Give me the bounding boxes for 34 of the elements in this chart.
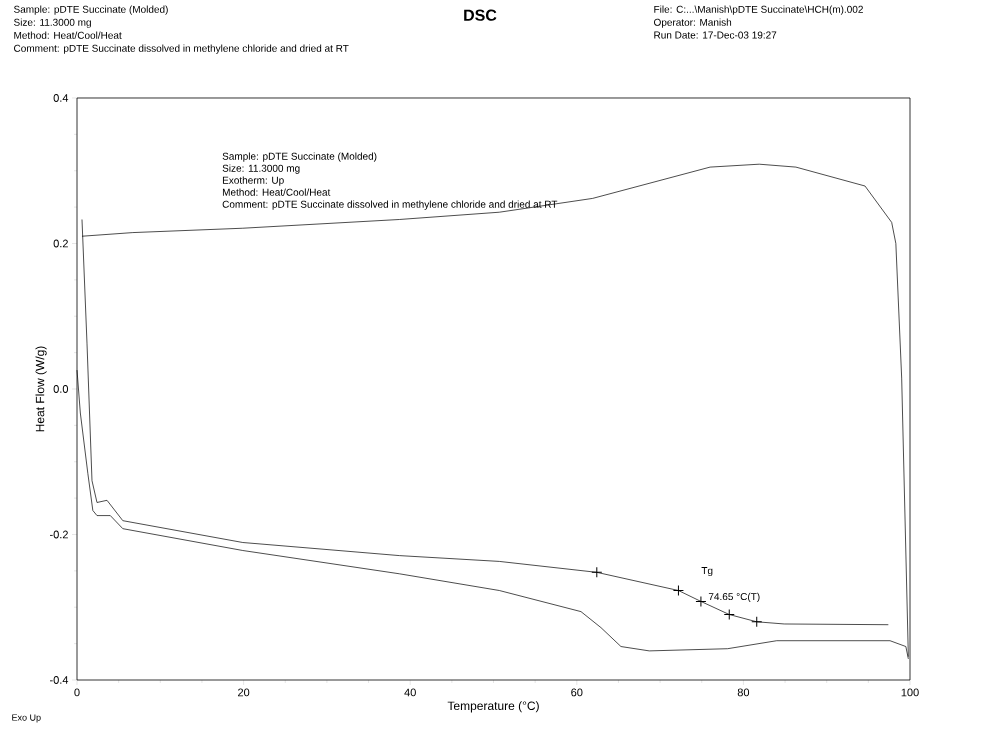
annotation: Exotherm: Up bbox=[222, 176, 284, 186]
x-tick-label: 80 bbox=[737, 688, 750, 697]
text: Sample: pDTE Succinate (Molded) bbox=[13, 5, 168, 15]
x-tick-label: 0 bbox=[74, 688, 80, 697]
y-tick-label: 0.0 bbox=[53, 385, 69, 393]
annotation: 74.65 °C(T) bbox=[708, 592, 760, 603]
x-tick-label: 100 bbox=[901, 688, 919, 697]
x-tick-label: 60 bbox=[571, 688, 583, 697]
point bbox=[591, 566, 603, 578]
text: Run Date: 17-Dec-03 19:27 bbox=[654, 31, 777, 39]
x-tick-label: 40 bbox=[404, 688, 416, 697]
text: Comment: pDTE Succinate dissolved in methylene chloride and dried at RT bbox=[14, 44, 349, 54]
y-axis-title: Heat Flow (W/g) bbox=[35, 346, 47, 432]
chart-title: DSC bbox=[464, 9, 497, 21]
point bbox=[751, 616, 763, 628]
annotation: Tg bbox=[701, 567, 713, 577]
y-tick-label: 0.4 bbox=[53, 94, 69, 102]
annotation: Comment: pDTE Succinate dissolved in methylene chloride and dried at RT bbox=[222, 200, 558, 210]
point bbox=[672, 585, 684, 597]
y-tick-label: -0.4 bbox=[50, 676, 69, 684]
point bbox=[695, 595, 707, 607]
text: Method: Heat/Cool/Heat bbox=[14, 31, 122, 39]
y-tick-label: -0.2 bbox=[50, 530, 68, 539]
text: Exo Up bbox=[12, 714, 41, 723]
x-tick-label: 20 bbox=[238, 688, 250, 697]
point bbox=[723, 609, 735, 621]
annotation: Method: Heat/Cool/Heat bbox=[222, 188, 331, 196]
text: File: C:...\Manish\pDTE Succinate\HCH(m).002 bbox=[654, 5, 863, 15]
annotation: Sample: pDTE Succinate (Molded) bbox=[222, 152, 377, 162]
annotation: Size: 11.3000 mg bbox=[222, 164, 300, 174]
text: Operator: Manish bbox=[654, 18, 732, 28]
text: Size: 11.3000 mg bbox=[13, 18, 91, 28]
x-axis-title: Temperature (°C) bbox=[447, 701, 539, 713]
y-tick-label: 0.2 bbox=[53, 239, 68, 248]
